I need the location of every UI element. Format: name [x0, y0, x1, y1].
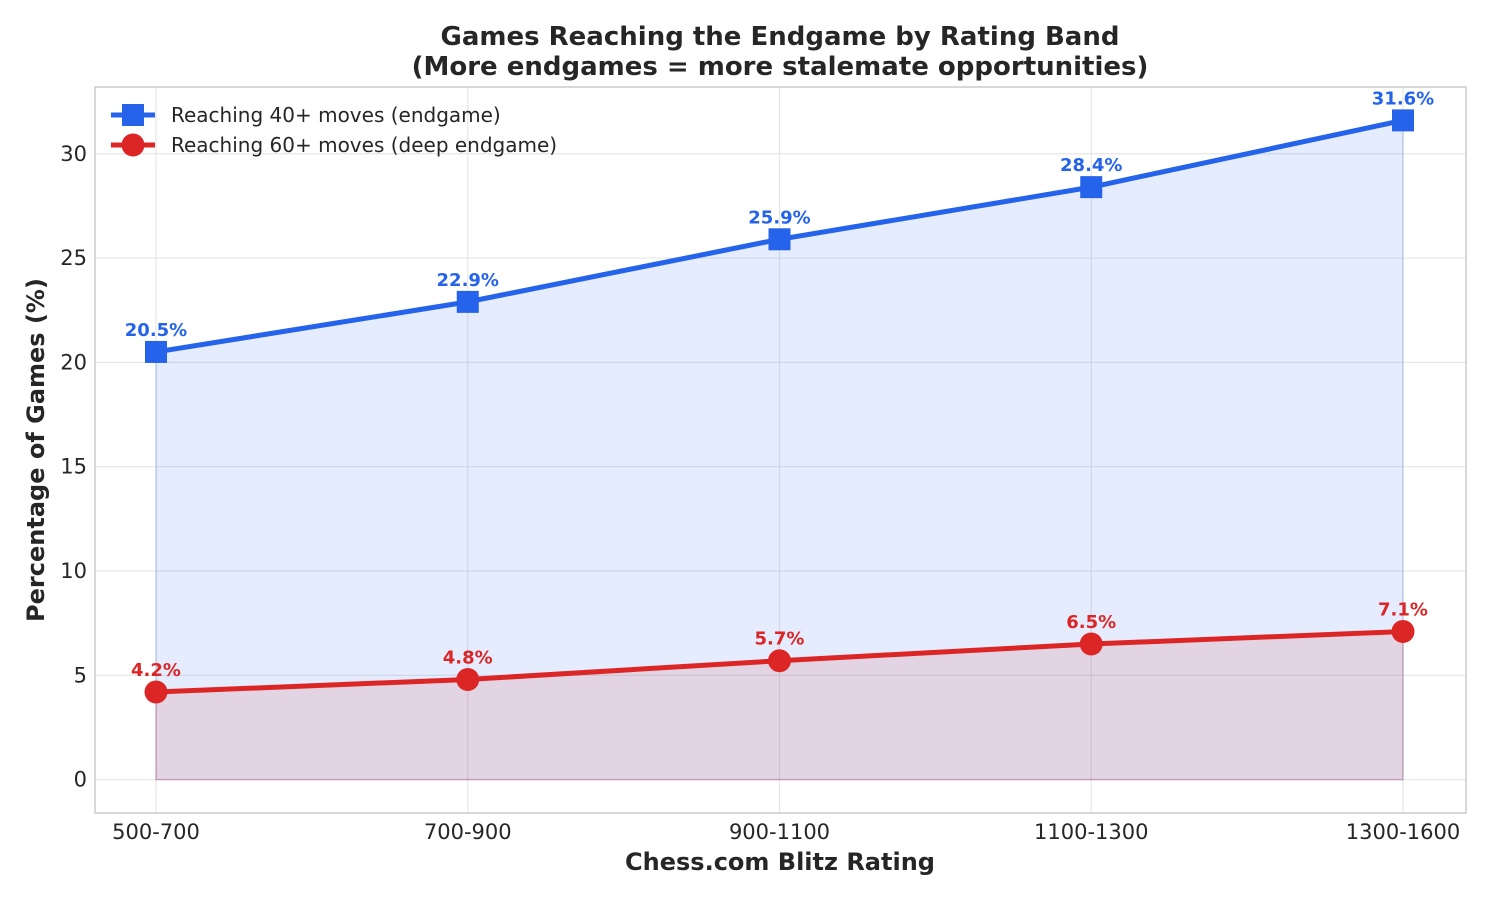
- x-tick-label: 500-700: [112, 820, 200, 844]
- marker-circle: [1079, 632, 1103, 656]
- y-tick-label: 0: [74, 768, 87, 792]
- x-axis-label: Chess.com Blitz Rating: [625, 848, 935, 876]
- marker-circle: [456, 667, 480, 691]
- data-label: 4.8%: [443, 647, 493, 668]
- marker-circle: [768, 649, 791, 673]
- legend-marker-circle: [121, 133, 145, 157]
- chart-subtitle: (More endgames = more stalemate opportun…: [412, 52, 1149, 82]
- plot-frame: [94, 86, 1467, 814]
- data-label: 4.2%: [131, 660, 181, 681]
- x-tick-label: 1100-1300: [1034, 820, 1148, 844]
- x-tick-labels: 500-700 700-900 900-1100 1100-1300 1300-1600: [112, 820, 1460, 844]
- y-tick-label: 15: [60, 455, 87, 479]
- data-label: 6.5%: [1066, 612, 1116, 633]
- data-label: 31.6%: [1372, 88, 1434, 109]
- legend-label: Reaching 40+ moves (endgame): [171, 103, 501, 127]
- data-labels: 20.5% 22.9% 25.9% 28.4% 31.6% 4.2% 4.8% 5.7% 6.5…: [125, 88, 1434, 681]
- data-label: 5.7%: [755, 629, 805, 650]
- marker-square: [145, 340, 167, 363]
- y-tick-labels: 0 5 10 15 20 25 30: [60, 142, 87, 792]
- legend: Reaching 40+ moves (endgame) Reaching 60+…: [111, 103, 557, 157]
- marker-square: [1392, 109, 1414, 132]
- data-label: 22.9%: [437, 270, 499, 291]
- y-tick-label: 20: [60, 350, 87, 374]
- x-tick-label: 1300-1600: [1346, 820, 1460, 844]
- data-label: 20.5%: [125, 320, 187, 341]
- data-markers: [144, 109, 1415, 704]
- legend-marker-square: [122, 104, 144, 126]
- y-tick-label: 25: [60, 246, 87, 270]
- legend-label: Reaching 60+ moves (deep endgame): [171, 133, 557, 157]
- y-tick-label: 5: [74, 663, 87, 687]
- y-tick-label: 10: [60, 559, 87, 583]
- chart-title: Games Reaching the Endgame by Rating Ban…: [441, 22, 1120, 52]
- marker-circle: [1391, 620, 1415, 643]
- marker-square: [1080, 176, 1103, 199]
- x-tick-label: 900-1100: [729, 820, 830, 844]
- marker-circle: [144, 680, 168, 704]
- data-label: 28.4%: [1060, 155, 1122, 176]
- y-tick-label: 30: [60, 142, 87, 166]
- x-tick-label: 700-900: [424, 820, 512, 844]
- marker-square: [768, 228, 791, 251]
- grid-lines: [95, 87, 1466, 813]
- y-axis-label: Percentage of Games (%): [22, 278, 50, 622]
- marker-square: [456, 290, 479, 313]
- data-label: 7.1%: [1378, 600, 1428, 621]
- data-label: 25.9%: [748, 207, 810, 228]
